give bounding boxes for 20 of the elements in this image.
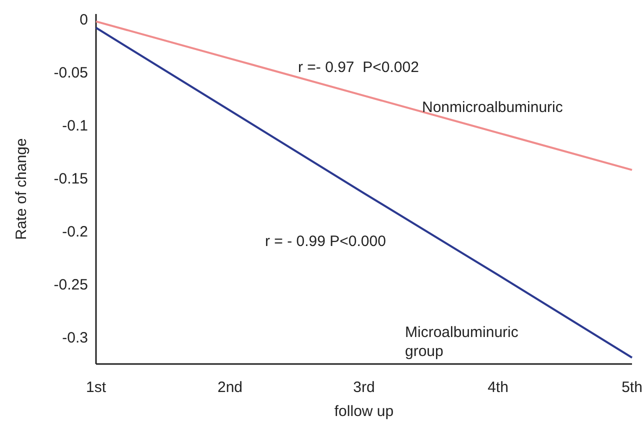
annotation: r = - 0.99 P<0.000	[265, 233, 386, 250]
line-series	[95, 26, 633, 359]
series-label: Nonmicroalbuminuric	[422, 99, 564, 116]
y-tick-label: 0	[80, 12, 88, 29]
x-tick-label: 2nd	[217, 379, 243, 396]
x-tick-label: 4th	[488, 379, 508, 396]
line-series	[95, 20, 633, 171]
y-axis-title: Rate of change	[13, 138, 30, 240]
y-tick-label: -0.3	[62, 330, 88, 347]
y-tick-label: -0.1	[62, 118, 88, 135]
y-tick-label: -0.15	[54, 170, 88, 188]
y-tick-label: -0.2	[62, 224, 88, 241]
x-tick-label: 5th	[622, 379, 642, 396]
x-tick-label: 1st	[86, 379, 107, 396]
y-tick-label: -0.05	[54, 64, 88, 82]
x-axis-title: follow up	[334, 403, 394, 420]
x-tick-label: 3rd	[353, 379, 375, 396]
text: Microalbuminuric group	[405, 324, 519, 360]
annotation: r =- 0.97 P<0.002	[298, 59, 419, 76]
y-tick-label: -0.25	[54, 276, 88, 294]
